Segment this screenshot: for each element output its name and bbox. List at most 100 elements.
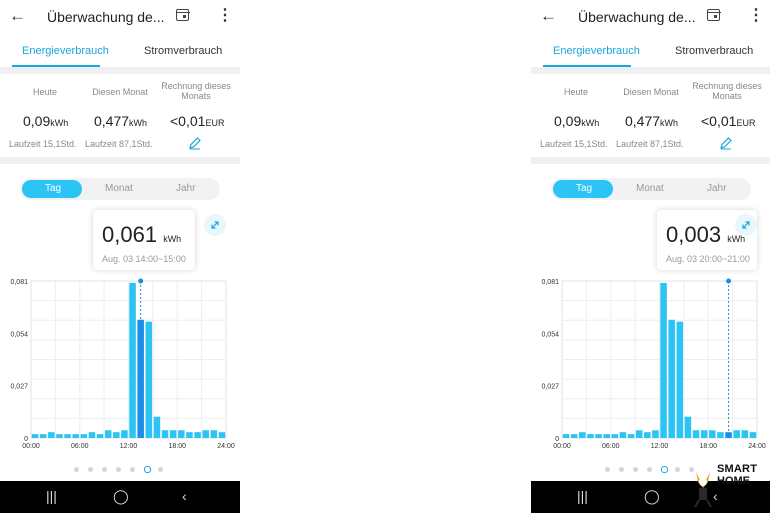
recent-apps-icon[interactable]: ||| xyxy=(46,488,57,504)
chart-bar xyxy=(717,432,724,438)
edit-pencil-icon[interactable] xyxy=(188,136,202,150)
android-nav-bar: ||| ◯ ‹ xyxy=(531,481,770,513)
period-active-pill xyxy=(553,180,613,198)
energy-bar-chart: 0 0,027 0,054 0,081 00:00 06:00 12:00 18:00 24:0… xyxy=(541,278,766,450)
chart-bar xyxy=(88,432,96,438)
bill-number: <0,01 xyxy=(170,113,206,129)
edit-pencil-icon[interactable] xyxy=(719,136,733,150)
pagination-dot[interactable] xyxy=(661,466,668,473)
bill-label: Rechnung dieses Monats xyxy=(156,81,236,101)
period-monat[interactable]: Monat xyxy=(105,183,133,194)
today-number: 0,09 xyxy=(23,113,51,129)
more-vertical-icon[interactable]: ⋮ xyxy=(748,7,764,24)
chart-bar xyxy=(39,434,47,438)
back-arrow-icon[interactable]: ← xyxy=(540,6,557,25)
back-nav-icon[interactable]: ‹ xyxy=(713,488,718,504)
home-icon[interactable]: ◯ xyxy=(113,488,129,504)
page-title: Überwachung de... xyxy=(47,9,165,25)
tooltip-unit: kWh xyxy=(163,234,182,244)
pagination-dot[interactable] xyxy=(116,467,121,472)
chart-bar xyxy=(48,432,55,438)
chart-bar xyxy=(121,430,128,438)
pagination-dot[interactable] xyxy=(605,467,610,472)
calendar-icon[interactable] xyxy=(175,9,190,21)
pagination-dot[interactable] xyxy=(130,467,135,472)
today-number: 0,09 xyxy=(554,113,582,129)
bill-label-line2: Monats xyxy=(181,91,211,101)
tab-energieverbrauch[interactable]: Energieverbrauch xyxy=(22,45,109,57)
chart-bar xyxy=(725,432,732,438)
chart-bar xyxy=(579,432,586,438)
chart-bar xyxy=(644,432,651,438)
month-value: 0,477kWh xyxy=(94,113,147,129)
pagination-dot[interactable] xyxy=(675,467,680,472)
recent-apps-icon[interactable]: ||| xyxy=(577,488,588,504)
pagination-dot[interactable] xyxy=(647,467,652,472)
tooltip-value: 0,003 kWh xyxy=(666,222,745,248)
y-tick-label: 0 xyxy=(555,436,559,443)
month-number: 0,477 xyxy=(625,113,661,129)
chart-bar xyxy=(749,432,757,438)
mascot-icon xyxy=(694,472,712,508)
tooltip-value: 0,061 kWh xyxy=(102,222,181,248)
value-tooltip: 0,003 kWh Aug. 03 20:00~21:00 xyxy=(657,210,757,270)
chart-bar xyxy=(186,432,193,438)
back-arrow-icon[interactable]: ← xyxy=(9,6,26,25)
tooltip-number: 0,061 xyxy=(102,222,158,247)
active-tab-indicator xyxy=(12,65,100,67)
period-tag[interactable]: Tag xyxy=(576,183,593,194)
chart-bar xyxy=(700,430,708,438)
today-label: Heute xyxy=(563,87,589,97)
x-tick-label: 12:00 xyxy=(651,443,669,450)
period-selector: Tag Monat Jahr xyxy=(20,178,220,200)
pagination-dot[interactable] xyxy=(689,467,694,472)
home-icon[interactable]: ◯ xyxy=(644,488,660,504)
section-divider xyxy=(0,67,240,74)
calendar-icon[interactable] xyxy=(706,9,721,21)
x-tick-label: 00:00 xyxy=(553,443,571,450)
back-nav-icon[interactable]: ‹ xyxy=(182,488,187,504)
android-nav-bar: ||| ◯ ‹ xyxy=(0,481,240,513)
pagination-dot[interactable] xyxy=(102,467,107,472)
tooltip-unit: kWh xyxy=(727,234,746,244)
chart-bar xyxy=(113,432,120,438)
chart-bar xyxy=(96,434,104,438)
period-jahr[interactable]: Jahr xyxy=(707,183,727,194)
chart-bar xyxy=(104,430,112,438)
period-jahr[interactable]: Jahr xyxy=(176,183,196,194)
chart-bar xyxy=(72,434,79,438)
section-divider xyxy=(531,157,770,164)
period-tag[interactable]: Tag xyxy=(45,183,62,194)
logo-text-smart: SMART xyxy=(717,463,758,475)
pagination-dots xyxy=(74,466,174,474)
x-tick-label: 06:00 xyxy=(71,443,89,450)
today-label: Heute xyxy=(32,87,58,97)
tab-stromverbrauch[interactable]: Stromverbrauch xyxy=(675,45,754,57)
x-tick-label: 18:00 xyxy=(699,443,717,450)
pagination-dot[interactable] xyxy=(633,467,638,472)
y-tick-label: 0,054 xyxy=(10,331,28,338)
pagination-dot[interactable] xyxy=(158,467,163,472)
pagination-dot[interactable] xyxy=(74,467,79,472)
expand-icon[interactable] xyxy=(735,214,757,236)
chart-bar xyxy=(619,432,627,438)
chart-bar xyxy=(169,430,177,438)
chart-bar xyxy=(178,430,185,438)
tab-energieverbrauch[interactable]: Energieverbrauch xyxy=(553,45,640,57)
bill-value: <0,01EUR xyxy=(701,113,755,129)
pagination-dot[interactable] xyxy=(619,467,624,472)
chart-bar xyxy=(80,434,88,438)
month-number: 0,477 xyxy=(94,113,130,129)
tooltip-range: Aug. 03 20:00~21:00 xyxy=(666,254,750,264)
pagination-dot[interactable] xyxy=(88,467,93,472)
pagination-dots xyxy=(605,466,705,474)
month-unit: kWh xyxy=(129,118,148,128)
chart-bar xyxy=(56,434,63,438)
chart-bar xyxy=(210,430,218,438)
tab-stromverbrauch[interactable]: Stromverbrauch xyxy=(144,45,223,57)
more-vertical-icon[interactable]: ⋮ xyxy=(217,7,233,24)
expand-icon[interactable] xyxy=(204,214,226,236)
period-monat[interactable]: Monat xyxy=(636,183,664,194)
pagination-dot[interactable] xyxy=(144,466,151,473)
bill-label-line2: Monats xyxy=(712,91,742,101)
